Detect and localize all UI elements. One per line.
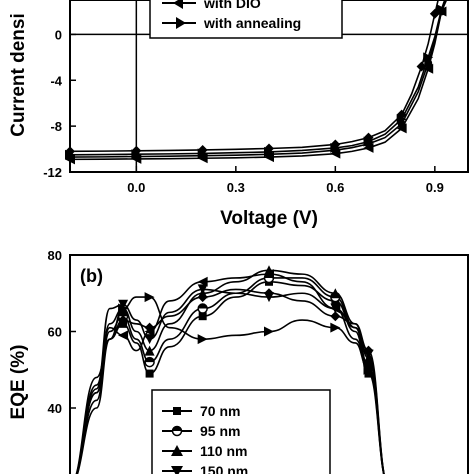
panel-b-data-point <box>364 369 373 378</box>
panel-b-plot-frame <box>69 254 469 474</box>
panel-b-y-tick-label: 80 <box>48 248 62 263</box>
panel-b-data-point <box>144 356 155 368</box>
panel-b-data-point <box>330 311 341 322</box>
legend-label-95nm: 95 nm <box>200 423 240 439</box>
panel-b-data-point <box>144 292 155 303</box>
panel-a-data-point <box>65 146 75 157</box>
panel-a-y-tick-label: -12 <box>43 165 62 180</box>
panel-a-y-tick-label: -4 <box>50 73 62 88</box>
panel-b-data-point <box>330 303 341 314</box>
panel-b-data-point <box>330 322 341 333</box>
panel-a-data-point <box>331 146 340 155</box>
panel-b-data-point <box>118 299 129 310</box>
legend-marker-triangle-down <box>171 466 183 474</box>
panel-b-y-tick-label: 40 <box>48 401 62 416</box>
panel-b-data-point-half <box>145 357 155 363</box>
panel-a-series <box>65 0 448 165</box>
panel-a-data-point <box>264 143 274 154</box>
panel-a-x-tick-label: 0.3 <box>227 180 245 195</box>
panel-a-data-point <box>132 152 141 161</box>
panel-b-data-point <box>330 288 341 299</box>
panel-a-series-line <box>69 0 446 156</box>
panel-b-data-point-half <box>198 304 208 309</box>
panel-a-data-point <box>197 144 208 155</box>
panel-a-y-axis-label: Current densi <box>8 13 29 137</box>
legend-marker-triangle-up <box>171 445 183 456</box>
panel-b-ticks: 40 60 80 <box>48 248 76 416</box>
panel-b-data-point <box>363 360 374 371</box>
panel-b-legend: 70 nm 95 nm 110 nm 150 nm <box>151 389 331 474</box>
panel-b-data-point <box>197 334 208 345</box>
panel-a-data-point <box>397 119 406 128</box>
panel-a-x-axis-label: Voltage (V) <box>220 208 318 229</box>
panel-a-x-tick-label: 0.0 <box>127 180 145 195</box>
panel-a-data-point <box>437 7 446 16</box>
legend-label-with-dio: with DIO <box>203 0 261 11</box>
panel-a-data-point <box>66 153 74 162</box>
panel-b-data-point <box>144 334 155 345</box>
panel-b-data-point <box>144 345 155 356</box>
panel-b-data-point <box>118 303 129 314</box>
panel-a-x-tick-label: 0.9 <box>426 180 444 195</box>
panel-a-data-point <box>364 139 373 148</box>
legend-marker-circle-half-fill <box>172 426 182 431</box>
panel-a-data-point <box>423 63 434 74</box>
panel-b-data-point <box>264 288 274 299</box>
panel-b-data-point <box>145 369 154 378</box>
legend-marker-triangle-left <box>173 0 183 9</box>
panel-a-jv-curves: 0.0 0.3 0.6 0.9 -12 -8 -4 0 Current densi Volta… <box>8 0 469 229</box>
panel-a-data-point <box>396 109 407 120</box>
panel-b-data-point <box>197 292 208 303</box>
panel-a-data-point <box>131 145 142 156</box>
panel-b-data-point <box>198 312 207 321</box>
panel-a-ticks: 0.0 0.3 0.6 0.9 -12 -8 -4 0 <box>43 27 444 195</box>
panel-a-data-point <box>424 59 433 68</box>
panel-a-data-point <box>265 150 273 159</box>
panel-b-data-point <box>144 322 155 333</box>
panel-a-plot-frame <box>69 0 469 173</box>
legend-label-70nm: 70 nm <box>200 403 240 419</box>
panel-a-x-tick-label: 0.6 <box>326 180 344 195</box>
panel-a-data-point <box>198 151 207 160</box>
panel-a-y-tick-label: -8 <box>50 119 62 134</box>
panel-b-data-point <box>264 269 274 280</box>
panel-b-y-tick-label: 60 <box>48 325 62 340</box>
panel-b-data-point <box>363 345 374 356</box>
legend-marker-square <box>173 407 181 415</box>
panel-b-data-point <box>197 284 208 295</box>
panel-a-data-point <box>363 132 374 143</box>
legend-label-with-annealing: with annealing <box>203 15 301 31</box>
panel-a-data-point <box>429 8 440 19</box>
panel-b-data-point <box>363 364 374 375</box>
legend-marker-triangle-right <box>176 17 186 29</box>
panel-b-label: (b) <box>80 266 103 286</box>
panel-b-data-point <box>118 330 129 341</box>
panel-b-series <box>75 265 385 474</box>
panel-b-data-point <box>118 315 129 326</box>
panel-a-legend: with DIO with annealing <box>149 0 343 39</box>
panel-b-eqe-spectra: 40 60 80 (b) EQE (%) 70 nm 95 nm 110 nm 15… <box>8 248 469 474</box>
panel-b-data-point <box>264 326 274 337</box>
legend-label-110nm: 110 nm <box>200 443 247 459</box>
panel-a-y-tick-label: 0 <box>55 27 62 42</box>
panel-a-data-point <box>330 139 341 150</box>
panel-a-data-point <box>416 61 427 72</box>
panel-b-data-point <box>197 276 208 287</box>
panel-b-y-axis-label: EQE (%) <box>8 345 29 420</box>
legend-label-150nm: 150 nm <box>200 463 248 474</box>
panel-b-data-point <box>197 303 208 314</box>
